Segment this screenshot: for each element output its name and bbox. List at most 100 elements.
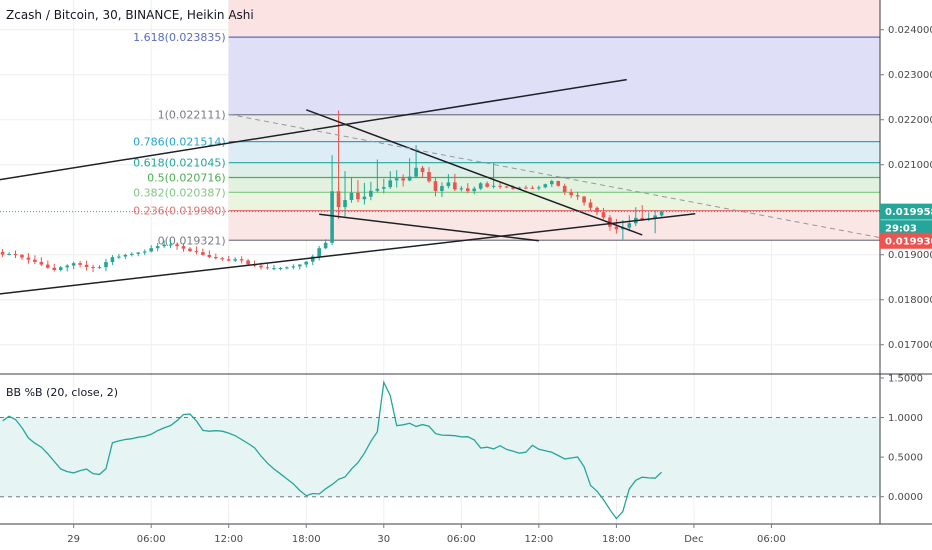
price-tag-label: 0.019958 [885, 207, 932, 218]
price-tag-bg [880, 220, 932, 237]
x-tick-label: 06:00 [757, 534, 786, 545]
candle-body [362, 196, 367, 200]
candle-body [123, 254, 128, 257]
candle-body [640, 217, 645, 220]
candle-body [401, 178, 405, 181]
candle-body [291, 266, 296, 268]
candle-body [562, 185, 567, 193]
candle-body [194, 251, 199, 253]
candle-body [246, 260, 250, 265]
candle-body [272, 268, 276, 270]
fibonacci-retracement[interactable]: 1.618(0.023835) 1(0.022111) 0.786(0.021514… [133, 0, 880, 247]
candle-body [595, 207, 599, 213]
candle-body [427, 171, 431, 182]
fib-level-label: 0.382(0.020387) [133, 186, 226, 199]
candle-body [97, 267, 102, 269]
x-tick-label: 06:00 [137, 534, 166, 545]
candle-body [84, 264, 89, 267]
candle-body [336, 191, 341, 208]
candle-body [485, 183, 489, 187]
candle-body [369, 190, 373, 197]
candle-body [130, 253, 134, 255]
candle-body [375, 188, 380, 191]
fib-level-label: 1.618(0.023835) [133, 31, 226, 44]
candle-body [356, 192, 360, 200]
candle-body [465, 188, 470, 192]
x-tick-label: Dec [684, 534, 703, 545]
candle-body [511, 187, 515, 189]
candle-body [71, 263, 76, 266]
candle-body [530, 187, 535, 189]
x-tick-label: 18:00 [602, 534, 631, 545]
candle-body [549, 181, 554, 185]
fib-level-label: 0.618(0.021045) [133, 157, 226, 170]
candle-body [265, 267, 270, 269]
trend-lines[interactable] [0, 78, 881, 295]
candle-body [26, 257, 31, 260]
ind-tick-label: 0.5000 [888, 453, 923, 464]
bb-percent-b-pane [0, 380, 880, 520]
candle-body [569, 192, 573, 196]
price-tag-label: 29:03 [885, 224, 917, 235]
candle-body [149, 248, 153, 252]
x-tick-label: 12:00 [524, 534, 553, 545]
x-tick-label: 12:00 [214, 534, 243, 545]
candle-body [155, 246, 160, 249]
candle-body [659, 211, 664, 216]
candle-body [317, 248, 321, 257]
indicator-title: BB %B (20, close, 2) [6, 386, 118, 399]
candle-body [343, 200, 347, 208]
price-tag-bg [880, 232, 932, 249]
candle-body [136, 252, 141, 254]
trend-line[interactable] [0, 213, 696, 295]
dashed-trend-line[interactable] [228, 113, 881, 239]
x-tick-label: 30 [377, 534, 390, 545]
candle-body [304, 261, 309, 265]
candle-body [627, 223, 632, 228]
fib-band [228, 141, 880, 163]
trend-line[interactable] [0, 78, 627, 181]
candle-body [239, 259, 244, 261]
candle-body [7, 253, 11, 255]
candle-body [226, 259, 231, 261]
fib-band [228, 162, 880, 178]
candle-body [181, 246, 186, 249]
candle-body [142, 251, 147, 253]
candle-body [65, 265, 69, 268]
ind-tick-label: 0.0000 [888, 492, 923, 503]
candle-body [588, 202, 593, 208]
candle-body [58, 267, 63, 270]
bb-percent-b-line [2, 380, 663, 520]
fib-band [228, 177, 880, 193]
ind-tick-label: 1.0000 [888, 413, 923, 424]
candle-body [575, 195, 580, 197]
candle-body [504, 186, 509, 188]
y-tick-label: 0.019000 [888, 250, 932, 261]
candle-body [310, 256, 315, 262]
fib-band [228, 37, 880, 115]
candle-body [207, 254, 212, 258]
trend-line[interactable] [305, 109, 643, 236]
candle-body [517, 187, 522, 189]
x-tick-label: 06:00 [447, 534, 476, 545]
candle-body [330, 191, 334, 243]
x-tick-label: 18:00 [292, 534, 321, 545]
y-tick-label: 0.021000 [888, 160, 932, 171]
trend-line[interactable] [319, 213, 539, 242]
candle-body [13, 253, 18, 255]
price-tag-label: 0.019930 [885, 236, 932, 247]
ind-tick-label: 1.5000 [888, 373, 923, 384]
candle-body [323, 242, 328, 249]
fib-level-label: 0.236(0.019980) [133, 205, 226, 218]
candle-body [201, 252, 205, 255]
candle-body [278, 268, 283, 270]
candle-body [91, 266, 95, 268]
candle-body [478, 183, 483, 189]
candle-body [104, 262, 108, 268]
candlestick-series [0, 110, 664, 273]
candle-body [446, 182, 451, 187]
candle-body [285, 267, 289, 269]
